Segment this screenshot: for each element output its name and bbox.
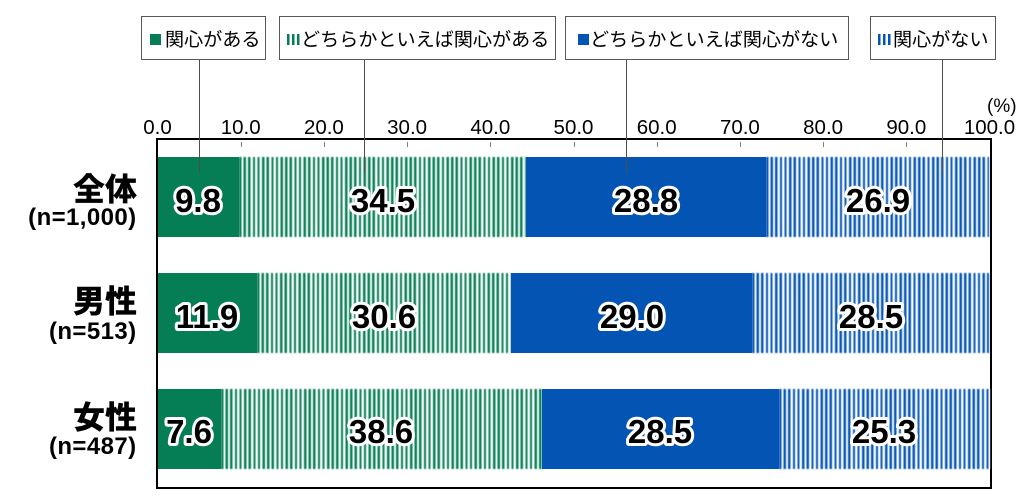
svg-text:29.0: 29.0 (600, 298, 664, 335)
svg-text:25.3: 25.3 (852, 413, 916, 450)
svg-text:28.5: 28.5 (839, 298, 903, 335)
svg-text:7.6: 7.6 (166, 413, 212, 450)
svg-text:34.5: 34.5 (350, 182, 414, 219)
svg-text:9.8: 9.8 (175, 182, 221, 219)
svg-text:26.9: 26.9 (845, 182, 909, 219)
svg-text:28.5: 28.5 (628, 413, 692, 450)
svg-text:11.9: 11.9 (176, 298, 238, 335)
svg-text:38.6: 38.6 (349, 413, 413, 450)
svg-text:30.6: 30.6 (352, 298, 416, 335)
svg-text:28.8: 28.8 (614, 182, 678, 219)
